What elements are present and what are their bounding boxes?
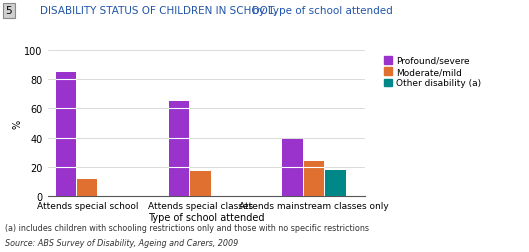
Text: by Type of school attended: by Type of school attended xyxy=(249,6,393,16)
Bar xyxy=(56,72,76,197)
Bar xyxy=(169,102,189,197)
Text: 5: 5 xyxy=(5,6,12,16)
Text: DISABILITY STATUS OF CHILDREN IN SCHOOL,: DISABILITY STATUS OF CHILDREN IN SCHOOL, xyxy=(40,6,277,16)
X-axis label: Type of school attended: Type of school attended xyxy=(148,212,264,222)
Bar xyxy=(325,170,346,197)
Bar xyxy=(77,179,97,197)
Legend: Profound/severe, Moderate/mild, Other disability (a): Profound/severe, Moderate/mild, Other di… xyxy=(382,55,482,90)
Y-axis label: %: % xyxy=(13,119,23,128)
Text: (a) includes children with schooling restrictions only and those with no specifi: (a) includes children with schooling res… xyxy=(5,223,369,232)
Bar xyxy=(282,140,303,197)
Bar xyxy=(304,162,324,197)
Text: Source: ABS Survey of Disability, Ageing and Carers, 2009: Source: ABS Survey of Disability, Ageing… xyxy=(5,238,239,247)
Bar xyxy=(190,172,211,197)
